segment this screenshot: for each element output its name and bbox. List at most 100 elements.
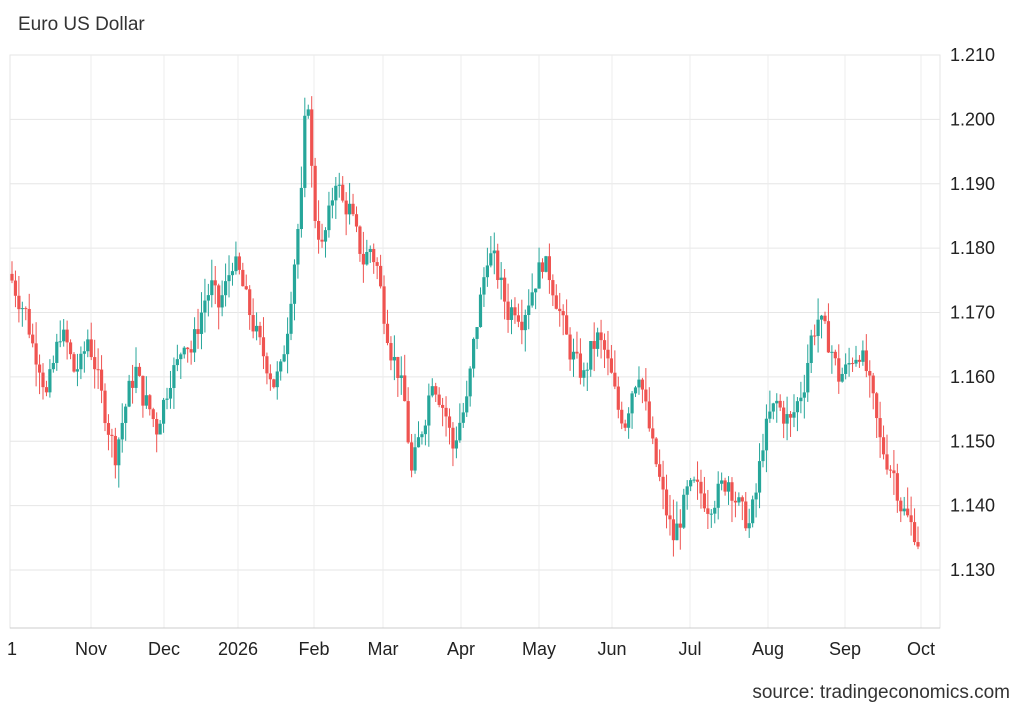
x-tick-label: Oct <box>907 639 935 659</box>
candle <box>17 275 21 323</box>
candle <box>254 312 259 341</box>
candle <box>186 347 190 363</box>
candle <box>406 387 410 444</box>
candle <box>51 355 55 373</box>
candle <box>768 390 772 423</box>
candle <box>730 477 734 523</box>
candle <box>682 488 686 529</box>
y-tick-label: 1.210 <box>950 45 995 65</box>
candle <box>906 487 910 518</box>
candle <box>141 375 145 418</box>
candle <box>79 346 83 380</box>
candle <box>551 274 555 307</box>
candle <box>468 366 472 407</box>
x-tick-label: Jul <box>678 639 701 659</box>
candle <box>344 192 348 236</box>
candle <box>392 335 396 381</box>
candle <box>454 426 458 459</box>
candle <box>713 500 717 524</box>
candle <box>13 270 18 308</box>
candle <box>196 308 200 349</box>
candle <box>341 176 345 203</box>
candle <box>664 474 669 529</box>
candle <box>27 293 31 339</box>
candle <box>847 347 851 377</box>
candle <box>275 361 279 400</box>
candle <box>323 227 328 258</box>
candle <box>592 322 596 372</box>
candle <box>272 378 276 389</box>
candle <box>41 363 45 400</box>
candle <box>55 333 59 371</box>
x-tick-label: Jun <box>597 639 626 659</box>
candle <box>895 463 899 513</box>
x-tick-label: Nov <box>75 639 107 659</box>
candle <box>816 298 820 353</box>
candle <box>678 509 682 550</box>
x-tick-label: Aug <box>752 639 784 659</box>
candle <box>916 526 920 550</box>
candle <box>396 356 400 397</box>
candle <box>268 364 272 391</box>
candle <box>444 396 448 437</box>
candle <box>478 287 483 328</box>
candle <box>575 331 579 359</box>
candle <box>695 461 700 500</box>
candle <box>561 304 565 336</box>
candle <box>571 338 576 377</box>
candle <box>379 254 383 289</box>
candle <box>864 334 868 378</box>
candle <box>223 263 228 307</box>
candle <box>248 285 252 330</box>
candle <box>413 433 417 474</box>
candle <box>210 259 214 308</box>
candle <box>451 422 455 467</box>
candle <box>31 323 35 348</box>
candle <box>802 374 806 419</box>
candle <box>785 396 789 441</box>
candle <box>788 411 793 437</box>
candle <box>65 320 69 360</box>
candle <box>230 262 235 286</box>
candle <box>806 344 810 402</box>
candle <box>265 352 269 385</box>
candle <box>720 472 724 491</box>
candle <box>699 469 703 509</box>
candle <box>299 166 303 238</box>
candle <box>199 292 204 350</box>
y-tick-label: 1.160 <box>950 367 995 387</box>
y-tick-label: 1.190 <box>950 174 995 194</box>
candle <box>303 97 307 198</box>
candle <box>382 275 386 335</box>
chart-title: Euro US Dollar <box>18 14 145 35</box>
candle <box>99 355 104 404</box>
candle <box>761 433 765 468</box>
candle <box>179 352 183 379</box>
candle <box>534 288 538 310</box>
candle <box>330 187 334 219</box>
candle <box>744 492 748 531</box>
candle <box>20 301 24 327</box>
candle <box>327 191 331 238</box>
candle <box>892 450 896 495</box>
y-tick-label: 1.130 <box>950 560 995 580</box>
candle <box>651 416 655 445</box>
candle <box>578 338 583 385</box>
candle <box>213 265 217 305</box>
candle <box>120 403 124 453</box>
x-tick-label: Mar <box>368 639 399 659</box>
candle <box>637 366 641 395</box>
candle <box>72 352 76 373</box>
candle <box>217 283 221 330</box>
candle <box>582 362 586 387</box>
candle <box>757 443 762 509</box>
candle <box>492 232 496 275</box>
candle <box>137 363 142 377</box>
candle <box>485 247 489 287</box>
candle <box>389 336 393 371</box>
x-tick-label: Feb <box>298 639 329 659</box>
candle <box>558 292 562 327</box>
candle <box>482 267 486 307</box>
candle <box>334 177 338 219</box>
